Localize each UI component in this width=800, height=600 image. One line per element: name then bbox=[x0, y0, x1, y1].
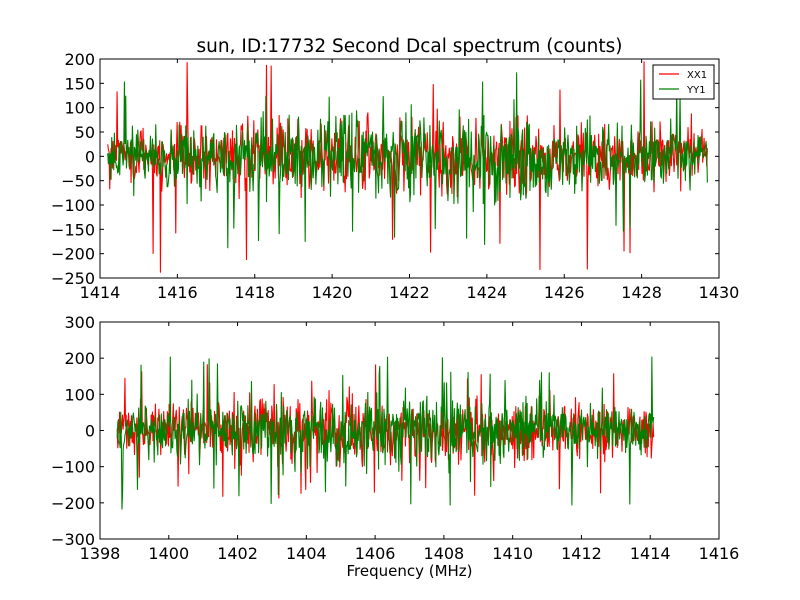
y-tick-label: 0 bbox=[85, 147, 95, 166]
x-tick-label: 1408 bbox=[424, 544, 465, 563]
x-tick-label: 1428 bbox=[621, 283, 662, 302]
y-tick-label: −50 bbox=[61, 172, 95, 191]
x-tick-label: 1424 bbox=[467, 283, 508, 302]
x-tick-label: 1398 bbox=[80, 544, 121, 563]
top-chart-panel: 1414 1416 1418 1420 1422 1424 1426 1428 1430 −250… bbox=[51, 36, 739, 302]
y-tick-label: 0 bbox=[85, 422, 95, 441]
y-tick-label: 100 bbox=[64, 385, 95, 404]
x-tick-label: 1430 bbox=[699, 283, 740, 302]
x-tick-label: 1406 bbox=[355, 544, 396, 563]
y-tick-label: 200 bbox=[64, 50, 95, 69]
y-tick-label: 150 bbox=[64, 74, 95, 93]
x-tick-label: 1416 bbox=[157, 283, 198, 302]
legend-label-xx1: XX1 bbox=[687, 70, 707, 81]
x-tick-label: 1420 bbox=[312, 283, 353, 302]
x-tick-label: 1426 bbox=[544, 283, 585, 302]
y-tick-label: 300 bbox=[64, 313, 95, 332]
x-tick-label: 1404 bbox=[286, 544, 327, 563]
x-tick-label: 1414 bbox=[630, 544, 671, 563]
x-tick-label: 1414 bbox=[80, 283, 121, 302]
y-tick-label: 50 bbox=[75, 123, 95, 142]
y-tick-label: 100 bbox=[64, 99, 95, 118]
x-tick-label: 1412 bbox=[561, 544, 602, 563]
chart-title: sun, ID:17732 Second Dcal spectrum (coun… bbox=[197, 36, 623, 57]
series-line-yy1 bbox=[107, 72, 708, 249]
series-line-yy1 bbox=[116, 356, 655, 510]
x-tick-label: 1416 bbox=[699, 544, 740, 563]
legend-label-yy1: YY1 bbox=[686, 85, 706, 96]
x-tick-label: 1418 bbox=[234, 283, 275, 302]
y-tick-label: −200 bbox=[51, 494, 95, 513]
y-tick-label: −100 bbox=[51, 196, 95, 215]
y-tick-label: −100 bbox=[51, 458, 95, 477]
y-tick-label: 200 bbox=[64, 349, 95, 368]
y-tick-label: −300 bbox=[51, 530, 95, 549]
x-axis-label: Frequency (MHz) bbox=[346, 562, 472, 580]
y-tick-label: −150 bbox=[51, 220, 95, 239]
bottom-chart-panel: 1398 1400 1402 1404 1406 1408 1410 1412 1414 1416… bbox=[51, 313, 739, 580]
x-tick-label: 1402 bbox=[217, 544, 258, 563]
y-tick-label: −200 bbox=[51, 245, 95, 264]
x-tick-label: 1410 bbox=[492, 544, 533, 563]
x-tick-label: 1400 bbox=[148, 544, 189, 563]
y-tick-label: −250 bbox=[51, 269, 95, 288]
x-tick-label: 1422 bbox=[389, 283, 430, 302]
